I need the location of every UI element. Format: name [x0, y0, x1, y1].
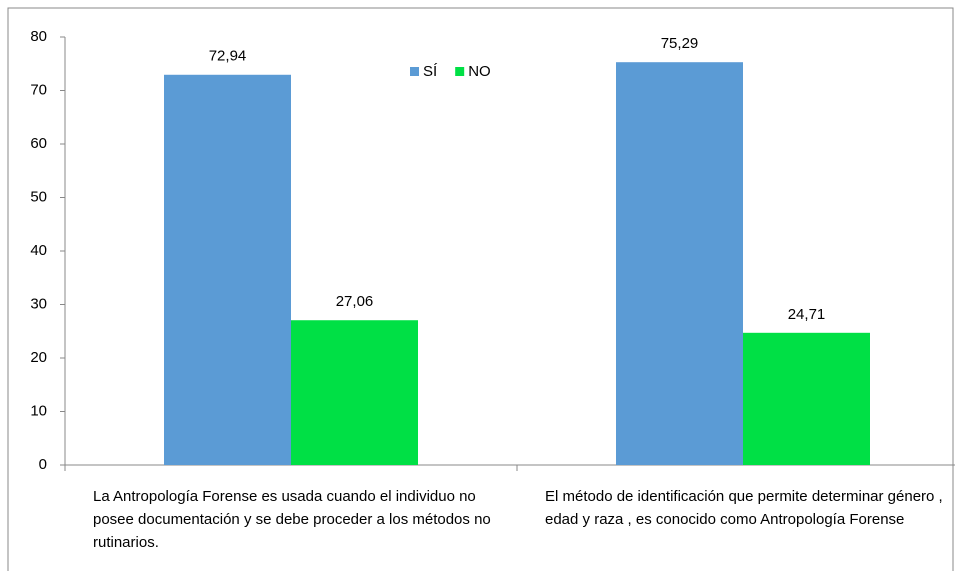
- y-tick-label: 70: [30, 81, 47, 98]
- bar: [291, 320, 418, 465]
- legend-label: NO: [468, 63, 491, 80]
- x-tick-label: El método de identificación que permite …: [545, 488, 943, 528]
- data-label: 27,06: [336, 293, 374, 310]
- y-tick-label: 20: [30, 349, 47, 366]
- bar: [743, 332, 870, 465]
- y-tick-label: 10: [30, 402, 47, 419]
- data-label: 75,29: [661, 35, 699, 52]
- bar: [616, 62, 743, 466]
- y-tick-label: 30: [30, 295, 47, 312]
- x-tick-label: La Antropología Forense es usada cuando …: [93, 488, 491, 551]
- bar: [164, 74, 291, 466]
- legend-swatch: [455, 67, 465, 76]
- data-label: 24,71: [788, 306, 826, 323]
- y-tick-label: 40: [30, 242, 47, 259]
- y-tick-label: 0: [39, 456, 47, 473]
- y-tick-label: 50: [30, 188, 47, 205]
- y-tick-label: 60: [30, 135, 47, 152]
- data-label: 72,94: [209, 48, 247, 65]
- y-tick-label: 80: [30, 28, 47, 45]
- chart-border: [7, 7, 954, 571]
- legend-label: SÍ: [423, 63, 438, 80]
- legend-swatch: [410, 67, 419, 76]
